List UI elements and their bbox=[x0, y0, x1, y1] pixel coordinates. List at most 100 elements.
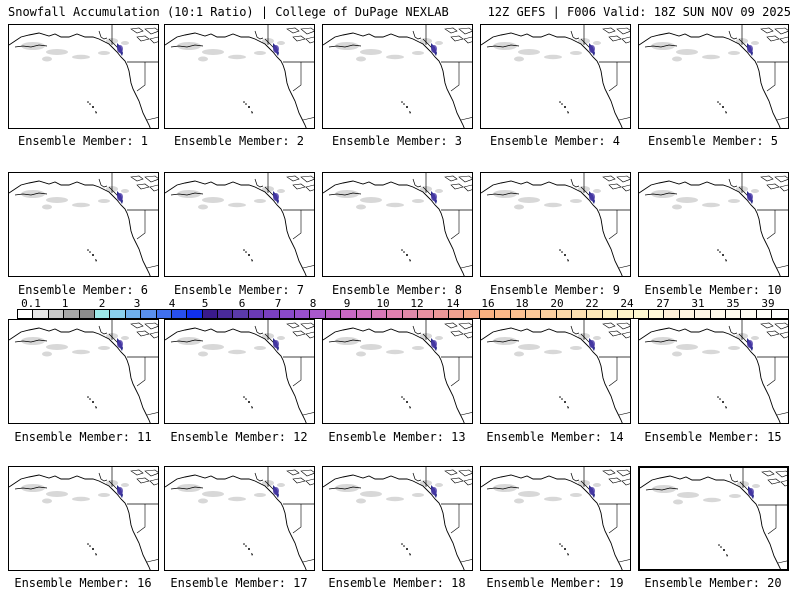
ensemble-member-label: Ensemble Member: 16 bbox=[14, 576, 152, 590]
ensemble-member-panel[interactable] bbox=[480, 319, 631, 424]
legend-tick-label: 4 bbox=[168, 297, 176, 310]
ensemble-member-panel[interactable] bbox=[164, 466, 315, 571]
ensemble-member-panel[interactable] bbox=[480, 24, 631, 129]
pacific-northwest-map bbox=[639, 173, 788, 276]
legend-tick-label: 0.1 bbox=[21, 297, 41, 310]
pacific-northwest-map bbox=[639, 25, 788, 128]
ensemble-member-panel[interactable] bbox=[638, 24, 789, 129]
legend-tick-label: 22 bbox=[585, 297, 599, 310]
legend-swatch bbox=[248, 310, 265, 318]
ensemble-member-label: Ensemble Member: 12 bbox=[170, 430, 308, 444]
ensemble-member-label: Ensemble Member: 4 bbox=[489, 134, 621, 148]
pacific-northwest-map bbox=[165, 173, 314, 276]
pacific-northwest-map bbox=[165, 467, 314, 570]
pacific-northwest-map bbox=[323, 467, 472, 570]
legend-tick-label: 31 bbox=[691, 297, 705, 310]
ensemble-member-label: Ensemble Member: 6 bbox=[17, 283, 149, 297]
legend-swatch bbox=[279, 310, 296, 318]
pacific-northwest-map bbox=[323, 173, 472, 276]
legend-swatch bbox=[510, 310, 526, 318]
legend-tick-label: 3 bbox=[133, 297, 141, 310]
legend-swatch bbox=[33, 310, 49, 318]
ensemble-member-panel[interactable] bbox=[480, 466, 631, 571]
legend-swatch bbox=[325, 310, 342, 318]
ensemble-member-label: Ensemble Member: 17 bbox=[170, 576, 308, 590]
legend-swatch bbox=[79, 310, 95, 318]
product-title: Snowfall Accumulation (10:1 Ratio) | Col… bbox=[8, 5, 449, 19]
legend-swatch bbox=[187, 310, 203, 318]
legend-tick-label: 35 bbox=[726, 297, 740, 310]
legend-color-bar bbox=[17, 309, 789, 319]
ensemble-member-label: Ensemble Member: 19 bbox=[486, 576, 624, 590]
legend-swatch bbox=[171, 310, 188, 318]
legend-swatch bbox=[556, 310, 573, 318]
ensemble-member-panel[interactable] bbox=[480, 172, 631, 277]
ensemble-member-panel[interactable] bbox=[638, 319, 789, 424]
ensemble-member-panel[interactable] bbox=[322, 319, 473, 424]
legend-swatch bbox=[710, 310, 726, 318]
pacific-northwest-map bbox=[639, 320, 788, 423]
pacific-northwest-map bbox=[481, 467, 630, 570]
ensemble-member-label: Ensemble Member: 14 bbox=[486, 430, 624, 444]
legend-swatch bbox=[618, 310, 634, 318]
legend-tick-label: 6 bbox=[238, 297, 246, 310]
ensemble-member-label: Ensemble Member: 3 bbox=[331, 134, 463, 148]
ensemble-member-label: Ensemble Member: 7 bbox=[173, 283, 305, 297]
ensemble-member-label: Ensemble Member: 1 bbox=[17, 134, 149, 148]
ensemble-member-label: Ensemble Member: 5 bbox=[647, 134, 779, 148]
legend-swatch bbox=[649, 310, 665, 318]
pacific-northwest-map bbox=[323, 25, 472, 128]
legend-swatch bbox=[525, 310, 542, 318]
legend-swatch bbox=[541, 310, 557, 318]
legend-swatch bbox=[125, 310, 142, 318]
pacific-northwest-map bbox=[323, 320, 472, 423]
legend-swatch bbox=[602, 310, 619, 318]
legend-swatch bbox=[679, 310, 696, 318]
legend-swatch bbox=[587, 310, 603, 318]
legend-swatch bbox=[387, 310, 403, 318]
legend-swatch bbox=[141, 310, 157, 318]
ensemble-member-label: Ensemble Member: 10 bbox=[644, 283, 782, 297]
legend-tick-label: 20 bbox=[550, 297, 564, 310]
pacific-northwest-map bbox=[165, 25, 314, 128]
legend-tick-label: 2 bbox=[98, 297, 106, 310]
legend-swatch bbox=[756, 310, 773, 318]
ensemble-member-panel[interactable] bbox=[638, 172, 789, 277]
ensemble-member-panel[interactable] bbox=[8, 466, 159, 571]
legend-swatch bbox=[218, 310, 234, 318]
ensemble-member-panel[interactable] bbox=[8, 24, 159, 129]
pacific-northwest-map bbox=[481, 173, 630, 276]
legend-tick-label: 27 bbox=[656, 297, 670, 310]
run-valid-time: 12Z GEFS | F006 Valid: 18Z SUN NOV 09 20… bbox=[487, 5, 791, 19]
legend-swatch bbox=[664, 310, 680, 318]
ensemble-member-panel[interactable] bbox=[8, 172, 159, 277]
legend-swatch bbox=[18, 310, 34, 318]
ensemble-member-panel[interactable] bbox=[638, 466, 789, 571]
legend-swatch bbox=[341, 310, 357, 318]
pacific-northwest-map bbox=[9, 467, 158, 570]
ensemble-member-panel[interactable] bbox=[164, 24, 315, 129]
legend-tick-label: 12 bbox=[410, 297, 424, 310]
legend-swatch bbox=[464, 310, 480, 318]
pacific-northwest-map bbox=[9, 25, 158, 128]
legend-tick-label: 16 bbox=[481, 297, 495, 310]
ensemble-member-panel[interactable] bbox=[164, 319, 315, 424]
ensemble-member-panel[interactable] bbox=[164, 172, 315, 277]
legend-tick-label: 9 bbox=[343, 297, 351, 310]
legend-swatch bbox=[202, 310, 219, 318]
legend-swatch bbox=[495, 310, 511, 318]
legend-swatch bbox=[572, 310, 588, 318]
ensemble-member-panel[interactable] bbox=[322, 24, 473, 129]
legend-swatch bbox=[418, 310, 434, 318]
legend-tick-label: 14 bbox=[446, 297, 460, 310]
ensemble-member-panel[interactable] bbox=[8, 319, 159, 424]
legend-tick-label: 5 bbox=[201, 297, 209, 310]
legend-swatch bbox=[433, 310, 449, 318]
ensemble-member-label: Ensemble Member: 18 bbox=[328, 576, 466, 590]
pacific-northwest-map bbox=[481, 320, 630, 423]
ensemble-member-panel[interactable] bbox=[322, 466, 473, 571]
legend-swatch bbox=[772, 310, 788, 318]
legend-swatch bbox=[695, 310, 711, 318]
ensemble-member-panel[interactable] bbox=[322, 172, 473, 277]
legend-tick-label: 1 bbox=[61, 297, 69, 310]
